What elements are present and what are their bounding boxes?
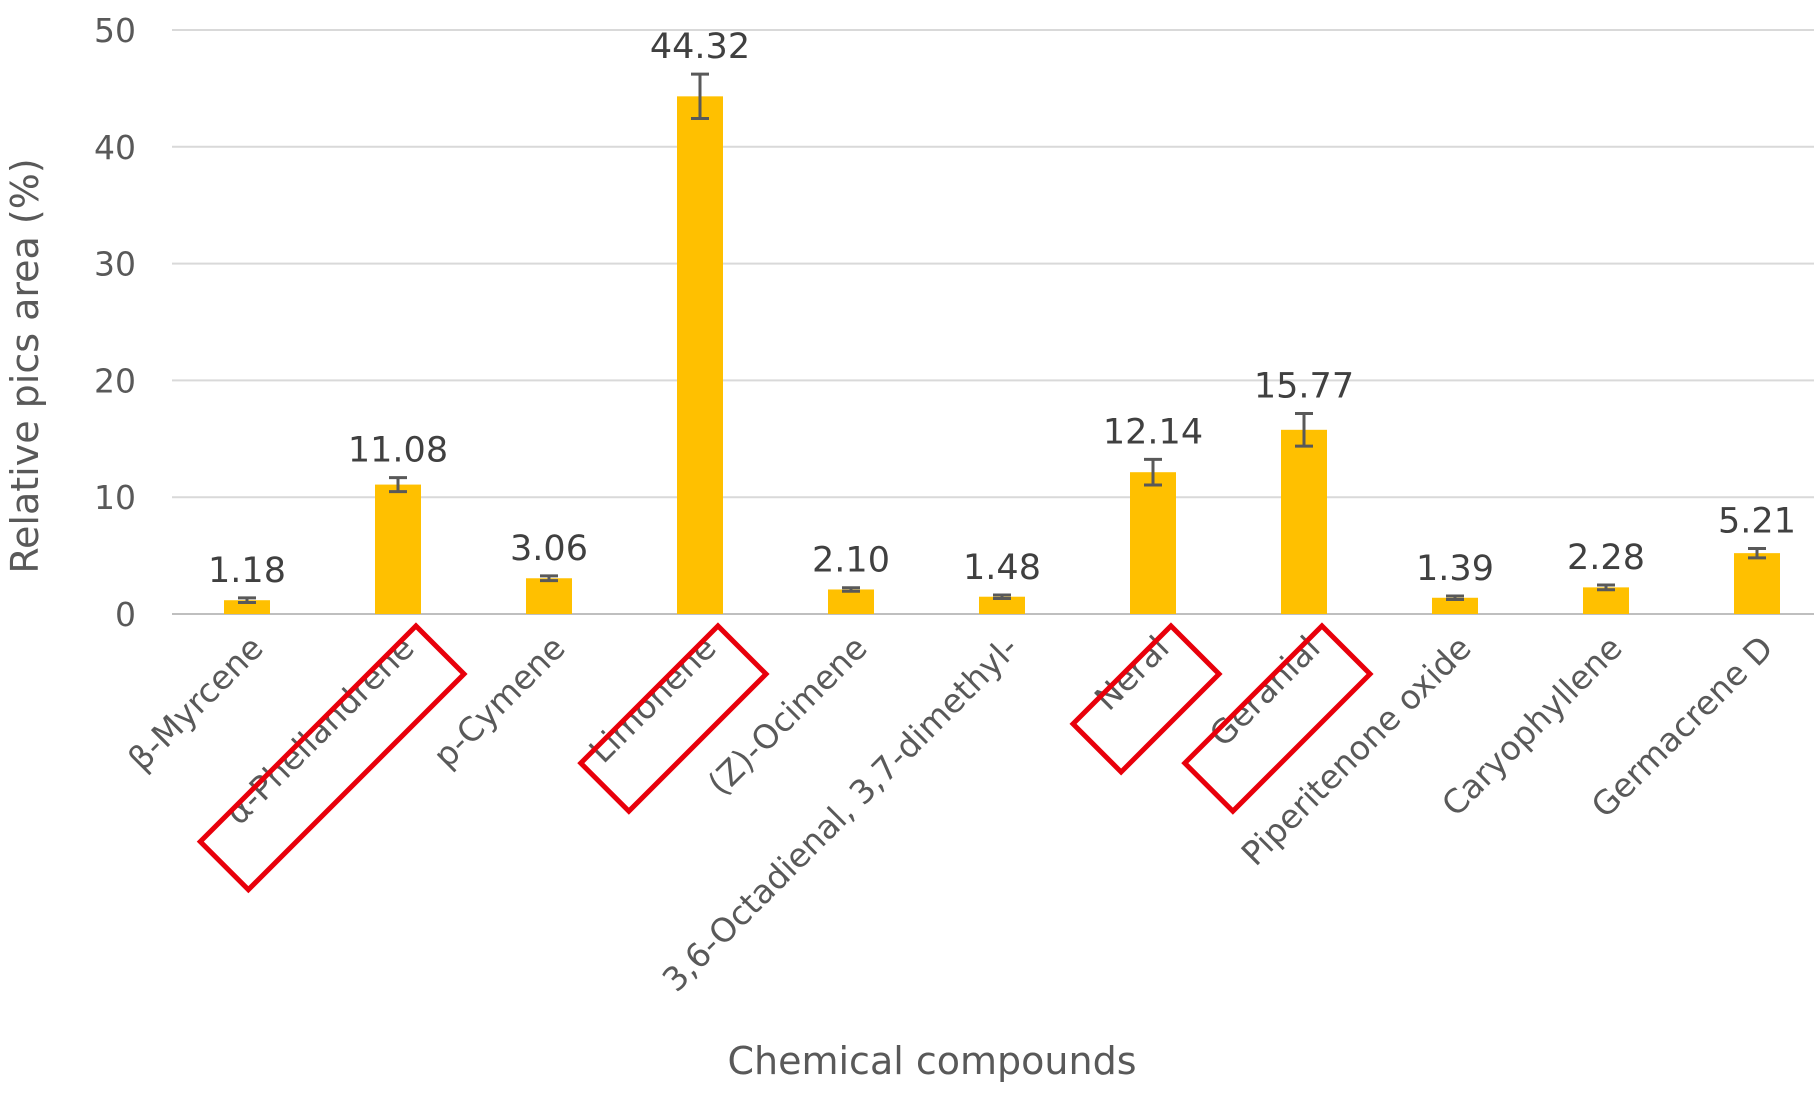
x-tick-label: Limonene — [581, 628, 723, 770]
x-tick-label: Neral — [1087, 628, 1177, 718]
error-bar — [1295, 411, 1313, 448]
data-label: 3.06 — [510, 529, 588, 569]
error-bar — [1597, 583, 1615, 592]
bar — [526, 578, 572, 614]
error-bar — [1446, 594, 1464, 602]
bar — [1734, 553, 1780, 614]
data-label: 5.21 — [1718, 501, 1796, 541]
error-bar — [389, 476, 407, 494]
x-axis-title: Chemical compounds — [727, 1039, 1136, 1083]
bars — [224, 96, 1780, 614]
data-label: 15.77 — [1254, 366, 1354, 406]
error-bar — [993, 593, 1011, 600]
error-bar — [540, 574, 558, 583]
bar — [1281, 429, 1327, 614]
data-label: 1.48 — [963, 548, 1041, 588]
y-tick-label: 10 — [94, 478, 136, 517]
x-tick-label: β-Myrcene — [120, 628, 270, 778]
highlight-box — [577, 622, 770, 815]
bar — [979, 596, 1025, 614]
highlight-box — [1181, 622, 1374, 815]
error-bar — [238, 596, 256, 605]
x-tick-label: p-Cymene — [426, 628, 573, 775]
gridlines — [172, 29, 1814, 615]
y-axis-ticks: 0 10 20 30 40 50 — [94, 11, 136, 634]
bar — [1130, 472, 1176, 614]
error-bar — [1748, 546, 1766, 560]
y-tick-label: 50 — [94, 11, 136, 50]
y-tick-label: 40 — [94, 128, 136, 167]
data-label: 1.18 — [208, 551, 286, 591]
data-label: 2.10 — [812, 541, 890, 581]
error-bar — [691, 72, 709, 121]
data-label: 44.32 — [650, 27, 750, 67]
data-label: 12.14 — [1103, 412, 1203, 452]
data-label: 1.39 — [1416, 549, 1494, 589]
data-labels: 1.18 11.08 3.06 44.32 2.10 1.48 12.14 15.77 1.39… — [208, 27, 1796, 591]
highlight-boxes — [196, 622, 1374, 894]
bar — [677, 96, 723, 614]
y-tick-label: 30 — [94, 245, 136, 284]
error-bar — [1144, 457, 1162, 487]
highlight-box — [196, 622, 468, 894]
data-label: 2.28 — [1567, 538, 1645, 578]
data-label: 11.08 — [348, 431, 448, 471]
highlight-box — [1069, 622, 1223, 776]
error-bars — [238, 72, 1766, 605]
y-tick-label: 20 — [94, 361, 136, 400]
bar — [1583, 587, 1629, 614]
y-tick-label: 0 — [115, 595, 136, 634]
bar — [1432, 597, 1478, 614]
bar — [375, 484, 421, 614]
bar — [224, 600, 270, 614]
y-axis-title: Relative pics area (%) — [3, 158, 47, 573]
error-bar — [842, 586, 860, 593]
bar — [828, 589, 874, 614]
